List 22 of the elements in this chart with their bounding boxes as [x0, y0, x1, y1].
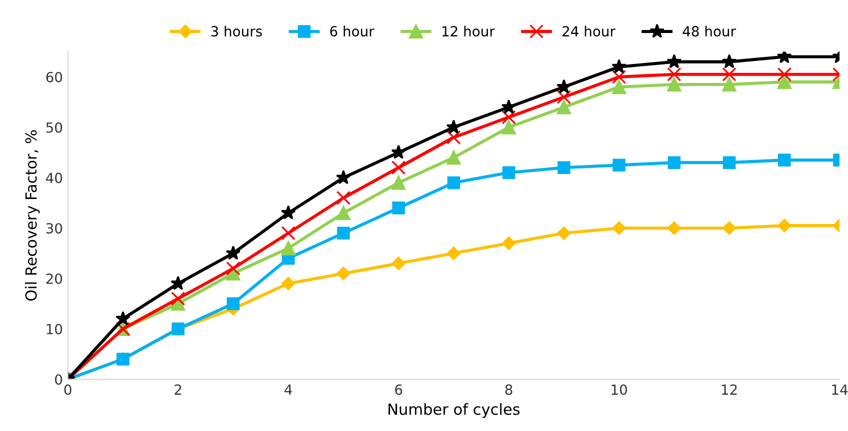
legend-label: 24 hour: [562, 26, 616, 37]
x-tick-label: 6: [395, 384, 402, 395]
legend-label: 12 hour: [442, 26, 495, 37]
x-tick-label: 2: [174, 384, 182, 395]
x-tick-label: 14: [832, 384, 848, 395]
y-tick-label: 0: [55, 374, 62, 385]
x-tick-label: 10: [612, 384, 627, 395]
x-axis-title: Number of cycles: [388, 403, 520, 418]
y-tick-label: 10: [46, 324, 62, 334]
x-tick-label: 8: [505, 384, 512, 395]
y-tick-label: 40: [46, 172, 62, 184]
x-tick-label: 4: [284, 384, 292, 395]
legend-label: 6 hour: [330, 26, 374, 37]
legend-label: 3 hours: [211, 26, 262, 37]
legend-label: 48 hour: [682, 26, 736, 37]
y-tick-label: 60: [46, 72, 62, 82]
y-axis-title: Oil Recovery Factor, %: [24, 130, 40, 301]
y-tick-label: 50: [46, 122, 62, 133]
y-tick-label: 30: [46, 223, 62, 234]
x-tick-label: 12: [722, 384, 737, 395]
x-tick-label: 0: [64, 384, 72, 395]
y-tick-label: 20: [46, 273, 62, 284]
